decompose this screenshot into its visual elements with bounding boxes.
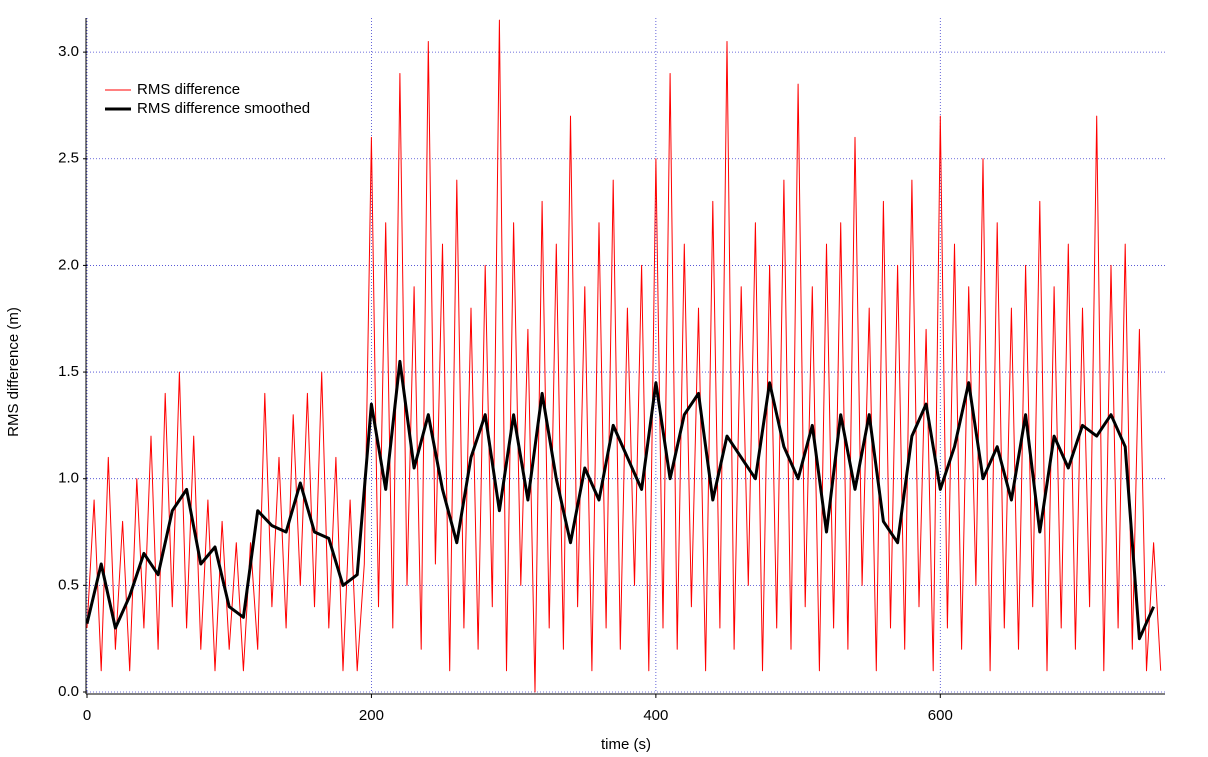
legend-label: RMS difference smoothed	[137, 100, 310, 117]
legend-label: RMS difference	[137, 81, 240, 98]
y-axis-label: RMS difference (m)	[5, 307, 22, 437]
series-line	[86, 19, 1162, 693]
x-axis-label: time (s)	[601, 736, 651, 753]
y-tick-label: 2.5	[58, 150, 79, 167]
y-tick-label: 2.0	[58, 256, 79, 273]
y-tick-label: 1.0	[58, 470, 79, 487]
y-tick-label: 0.5	[58, 576, 79, 593]
series-line	[85, 359, 1155, 641]
y-tick-label: 3.0	[58, 43, 79, 60]
y-tick-label: 1.5	[58, 363, 79, 380]
x-tick-label: 400	[643, 707, 668, 724]
y-tick-label: 0.0	[58, 683, 79, 700]
x-tick-label: 200	[359, 707, 384, 724]
x-tick-label: 600	[928, 707, 953, 724]
x-tick-label: 0	[83, 707, 91, 724]
